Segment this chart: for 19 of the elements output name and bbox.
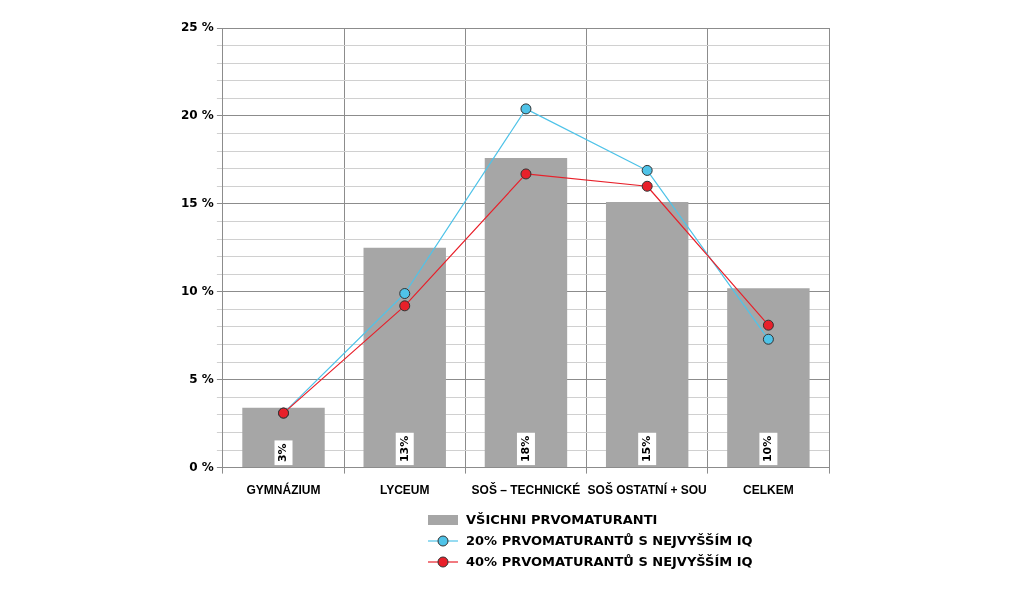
data-label: 10%: [761, 435, 775, 463]
x-tick-label: SOŠ OSTATNÍ + SOU: [587, 482, 707, 498]
y-tick-label: 20 %: [180, 108, 214, 123]
data-label: 15%: [640, 435, 654, 463]
data-label: 18%: [518, 435, 532, 463]
y-tick-label: 5 %: [189, 371, 214, 386]
x-tick-label: CELKEM: [743, 483, 794, 498]
legend-label: 20% PRVOMATURANTŮ S NEJVYŠŠÍM IQ: [466, 533, 753, 548]
y-tick-label: 25 %: [180, 20, 214, 35]
y-tick-label: 0 %: [189, 459, 214, 474]
y-tick-label: 15 %: [180, 195, 214, 210]
y-tick-label: 10 %: [180, 283, 214, 298]
legend-label: VŠICHNI PRVOMATURANTI: [466, 512, 658, 527]
x-tick-label: SOŠ – TECHNICKÉ: [471, 482, 581, 498]
x-tick-label: LYCEUM: [379, 483, 430, 498]
data-label: 13%: [397, 435, 411, 463]
data-label: 3%: [276, 443, 290, 463]
legend-label: 40% PRVOMATURANTŮ S NEJVYŠŠÍM IQ: [466, 554, 753, 569]
x-tick-label: GYMNÁZIUM: [246, 482, 321, 498]
